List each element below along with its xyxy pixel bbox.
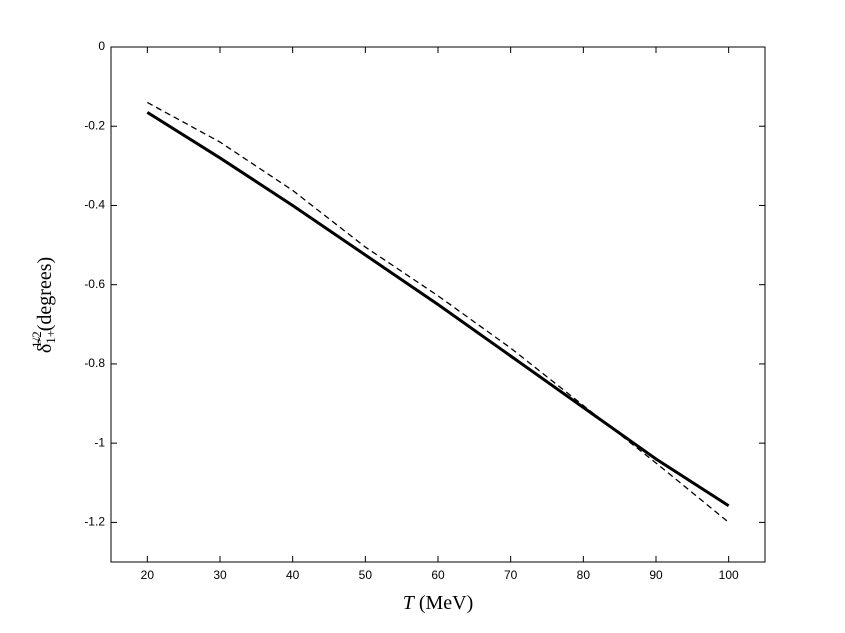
- y-tick-label: -0.4: [84, 198, 105, 212]
- y-tick-label: -1.2: [84, 515, 105, 529]
- x-tick-label: 40: [286, 568, 300, 582]
- x-tick-label: 90: [649, 568, 663, 582]
- x-label-unit: (MeV): [419, 592, 473, 614]
- x-tick-label: 70: [504, 568, 518, 582]
- series-line: [146, 111, 730, 508]
- x-tick-label: 100: [719, 568, 739, 582]
- series-line: [147, 101, 730, 523]
- y-tick-label: -0.2: [84, 118, 105, 132]
- y-tick-label: -0.8: [84, 356, 105, 370]
- y-label-sup: 1/2: [29, 331, 44, 348]
- x-tick-label: 60: [431, 568, 445, 582]
- x-tick-label: 50: [359, 568, 373, 582]
- y-tick-label: -1: [94, 435, 105, 449]
- x-tick-label: 20: [141, 568, 155, 582]
- y-tick-label: 0: [98, 39, 105, 53]
- y-axis-label: δ̃1+1/2(degrees): [29, 257, 58, 353]
- x-tick-label: 30: [213, 568, 227, 582]
- x-tick-label: 80: [577, 568, 591, 582]
- y-tick-label: -0.6: [84, 277, 105, 291]
- y-label-sub: 1+: [43, 330, 58, 344]
- x-label-symbol: T: [403, 592, 416, 614]
- x-axis-label: T (MeV): [403, 592, 474, 614]
- y-label-unit: (degrees): [34, 257, 56, 331]
